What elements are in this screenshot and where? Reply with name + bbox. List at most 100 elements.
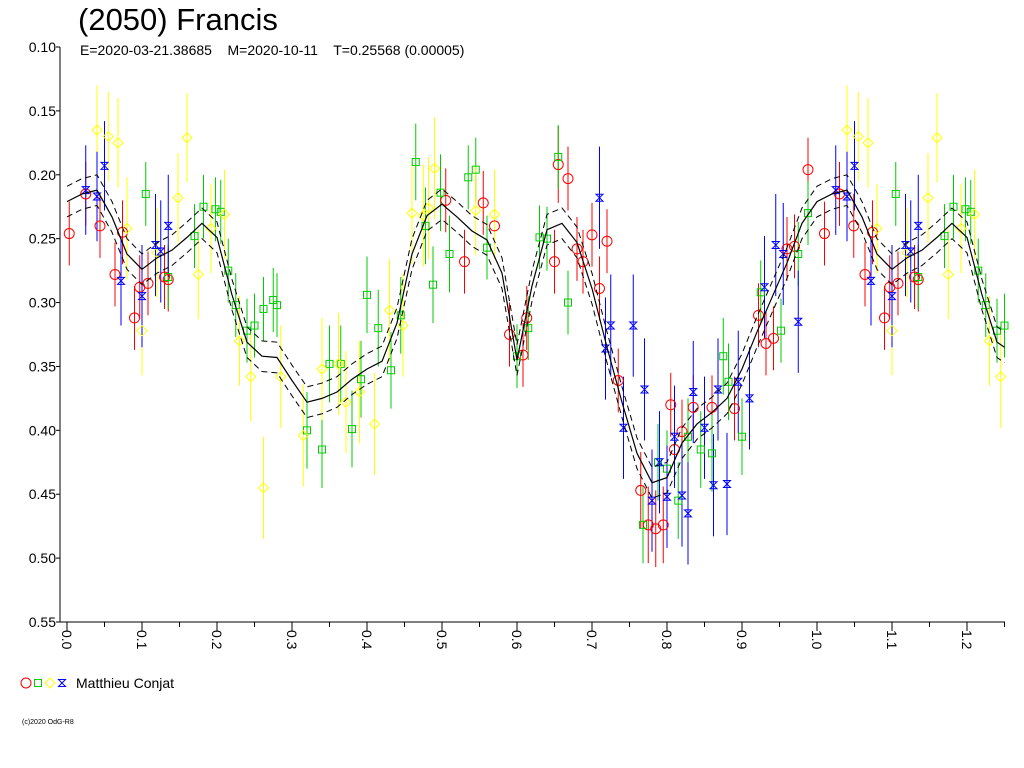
- data-point-circle: [159, 271, 170, 283]
- data-point-square: [411, 158, 420, 166]
- data-point-circle: [657, 519, 669, 531]
- data-point-diamond: [931, 132, 943, 144]
- data-point-diamond: [383, 304, 396, 316]
- data-point-hourglass: [733, 377, 743, 386]
- data-markers: [63, 124, 1009, 535]
- data-point-square: [357, 375, 365, 384]
- x-tick-label: 0.4: [359, 630, 375, 650]
- data-point-hourglass: [647, 496, 657, 505]
- data-point-circle: [63, 228, 75, 240]
- data-point-hourglass: [887, 292, 897, 301]
- data-point-diamond: [428, 162, 441, 175]
- y-tick-label: 0.30: [29, 295, 56, 311]
- data-point-circle: [848, 220, 860, 232]
- data-point-circle: [612, 375, 624, 386]
- data-point-square: [940, 232, 949, 241]
- x-tick-label: 1.0: [809, 630, 825, 650]
- data-point-circle: [459, 256, 470, 268]
- data-point-hourglass: [793, 317, 803, 326]
- y-tick-label: 0.40: [29, 422, 56, 438]
- data-point-diamond: [91, 124, 103, 136]
- data-point-square: [777, 326, 785, 335]
- data-point-circle: [729, 403, 740, 415]
- data-point-hourglass: [744, 394, 755, 403]
- data-point-square: [318, 445, 326, 454]
- data-point-diamond: [852, 130, 864, 143]
- data-point-hourglass: [699, 423, 710, 432]
- data-point-circle: [687, 401, 699, 413]
- legend: Matthieu Conjat: [20, 674, 174, 692]
- data-point-diamond: [968, 208, 981, 221]
- data-point-square: [1000, 321, 1009, 330]
- y-tick-label: 0.55: [29, 614, 56, 630]
- data-point-square: [387, 366, 395, 375]
- data-point-diamond: [871, 222, 883, 235]
- x-tick-label: 0.1: [134, 630, 150, 650]
- data-point-hourglass: [669, 432, 680, 441]
- data-point-circle: [601, 235, 613, 247]
- data-point-square: [421, 221, 430, 230]
- data-point-hourglass: [849, 161, 860, 170]
- legend-label: Matthieu Conjat: [76, 675, 175, 691]
- data-point-square: [336, 359, 345, 368]
- data-point-hourglass: [628, 321, 638, 330]
- data-point-circle: [162, 274, 174, 286]
- data-point-square: [141, 189, 150, 198]
- data-point-square: [738, 432, 746, 441]
- data-point-circle: [859, 268, 871, 280]
- fit-curve-lower: [66, 204, 1005, 499]
- data-point-diamond: [470, 204, 482, 217]
- data-point-square: [348, 425, 356, 434]
- data-point-diamond: [368, 418, 381, 430]
- data-point-square: [949, 202, 958, 211]
- data-point-square: [464, 173, 473, 182]
- data-point-hourglass: [759, 283, 770, 292]
- data-point-hourglass: [116, 276, 126, 285]
- data-point-hourglass: [722, 480, 732, 488]
- data-point-square: [396, 311, 405, 320]
- data-point-hourglass: [137, 292, 147, 301]
- data-point-diamond: [233, 335, 246, 347]
- data-point-hourglass: [150, 241, 161, 250]
- data-point-square: [250, 321, 259, 330]
- data-point-diamond: [275, 370, 287, 383]
- y-tick-label: 0.20: [29, 167, 56, 183]
- x-tick-label: 0.6: [509, 630, 525, 650]
- data-point-square: [259, 304, 268, 313]
- data-point-diamond: [955, 222, 967, 235]
- legend-marker-circle: [20, 677, 32, 689]
- data-point-hourglass: [618, 423, 629, 432]
- data-point-circle: [760, 337, 772, 349]
- y-tick-label: 0.50: [29, 550, 56, 566]
- data-point-hourglass: [163, 221, 173, 230]
- data-point-circle: [477, 197, 489, 209]
- y-tick-label: 0.10: [29, 39, 56, 55]
- fit-curve-upper: [66, 174, 1005, 469]
- data-point-hourglass: [606, 321, 616, 330]
- data-point-square: [696, 445, 705, 454]
- y-tick-label: 0.35: [29, 358, 56, 374]
- data-point-diamond: [417, 209, 429, 222]
- x-tick-label: 0.8: [659, 630, 675, 650]
- data-point-circle: [819, 228, 830, 240]
- legend-markers: [20, 677, 67, 689]
- data-point-hourglass: [677, 491, 687, 500]
- data-point-square: [363, 290, 371, 299]
- data-point-hourglass: [683, 509, 693, 518]
- data-point-square: [684, 432, 692, 441]
- data-point-diamond: [297, 429, 309, 442]
- data-point-diamond: [862, 137, 874, 149]
- data-point-circle: [676, 426, 688, 438]
- x-tick-label: 1.2: [959, 630, 975, 650]
- data-point-circle: [768, 332, 779, 344]
- data-point-diamond: [245, 370, 257, 383]
- data-point-diamond: [886, 324, 898, 337]
- data-point-hourglass: [771, 241, 781, 250]
- data-point-square: [211, 205, 220, 214]
- y-tick-label: 0.15: [29, 103, 56, 119]
- data-point-square: [719, 352, 728, 361]
- data-point-square: [974, 266, 983, 275]
- data-point-hourglass: [866, 276, 876, 285]
- data-point-hourglass: [99, 161, 110, 170]
